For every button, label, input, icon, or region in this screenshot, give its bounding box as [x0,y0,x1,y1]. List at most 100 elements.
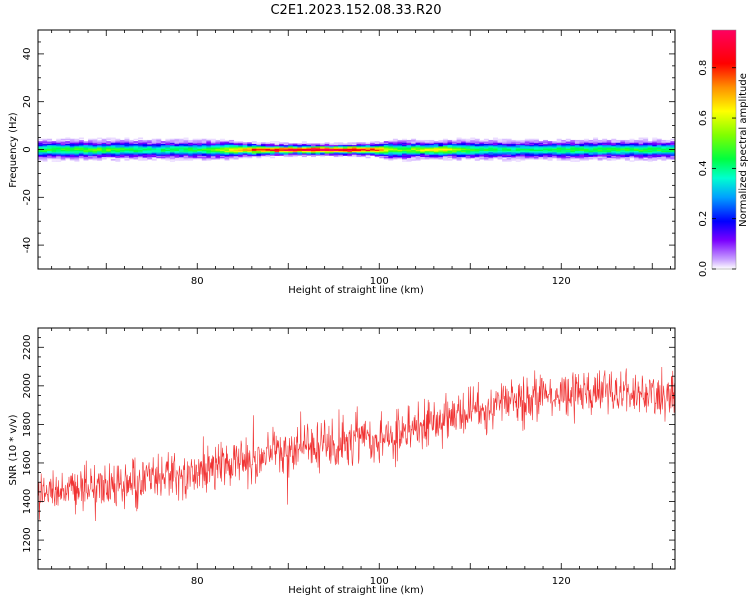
spectrogram-cell [538,153,544,155]
spectrogram-cell [452,139,457,142]
spectrogram-cell [429,149,435,152]
spectrogram-cell [447,143,453,146]
spectrogram-cell [333,144,339,147]
spectrogram-cell [356,145,362,148]
spectrogram-cell [192,144,198,147]
spectrogram-cell [370,149,376,152]
spectrogram-cell [42,160,48,162]
spectrogram-cell [565,139,571,142]
spectrogram-cell [160,148,166,150]
spectrogram-cell [529,144,535,147]
spectrogram-cell [552,150,558,153]
spectrogram-cell [620,155,626,158]
spectrogram-cell [238,141,244,143]
spectrogram-cell [274,149,280,152]
spectrogram-cell [515,155,521,158]
spectrogram-cell [47,150,53,153]
spectrogram-cell [370,153,376,155]
spectrogram-cell [624,155,630,158]
spectrogram-cell [556,139,562,142]
spectrogram-cell [652,143,658,146]
spectrogram-cell [547,144,553,147]
spectrogram-cell [402,149,407,152]
spectrogram-cell [92,159,98,161]
spectrogram-cell [588,147,594,149]
spectrogram-cell [83,145,89,148]
spectrogram-cell [374,155,380,158]
spectrogram-cell [233,143,239,146]
spectrogram-cell [115,154,121,156]
spectrogram-cell [97,141,103,143]
spectrogram-cell [606,149,612,152]
spectrogram-cell [574,155,580,158]
spectrogram-cell [361,147,366,149]
spectrogram-cell [92,142,98,144]
spectrogram-cell [411,144,417,147]
spectrogram-cell [624,139,630,142]
spectrogram-cell [488,148,494,150]
spectrogram-cell [188,141,194,143]
spectrogram-cell [383,141,389,143]
spectrogram-cell [97,145,103,148]
spectrogram-cell [524,141,530,143]
spectrogram-cell [606,155,612,158]
spectrogram-cell [274,143,280,146]
spectrogram-cell [420,145,426,148]
spectrogram-cell [538,151,544,154]
spectrogram-cell [361,145,366,148]
spectrogram-cell [593,142,599,144]
spectrogram-cell [151,143,157,146]
spectrogram-cell [638,142,644,144]
spectrogram-cell [442,147,448,149]
spectrogram-cell [502,154,508,156]
spectrogram-cell [397,149,403,152]
spectrogram-cell [260,143,266,146]
spectrogram-cell [206,138,212,141]
spectrogram-cell [397,145,403,148]
spectrogram-cell [201,141,207,143]
spectrogram-cell [488,156,494,159]
spectrogram-cell [461,145,467,148]
spectrogram-cell [165,139,171,142]
spectrogram-cell [206,151,212,154]
spectrogram-cell [320,143,326,146]
spectrogram-cell [78,151,84,154]
spectrogram-cell [661,139,667,142]
spectrogram-cell [488,142,494,144]
spectrogram-cell [574,151,580,154]
spectrogram-cell [251,143,257,146]
spectrogram-cell [69,142,75,144]
spectrogram-cell [179,144,184,147]
spectrogram-cell [656,155,662,158]
spectrogram-cell [452,151,457,154]
spectrogram-cell [201,143,207,146]
spectrogram-cell [483,156,489,159]
spectrogram-cell [197,139,203,142]
spectrogram-cell [620,143,626,146]
spectrogram-cell [60,154,66,156]
spectrogram-cell [602,138,608,141]
spectrogram-cell [210,141,216,143]
spectrogram-cell [129,151,134,154]
spectrogram-cell [83,151,89,154]
spectrogram-cell [174,147,180,149]
spectrogram-cell [347,142,353,144]
spectrogram-cell [65,142,71,144]
spectrogram-cell [483,139,489,142]
spectrogram-cell [197,154,203,156]
spectrogram-cell [388,153,394,155]
spectrogram-cell [38,155,43,158]
spectrogram-cell [452,148,457,150]
spectrogram-cell [415,145,421,148]
spectrogram-cell [584,139,589,142]
spectrogram-cell [279,149,285,152]
spectrogram-cell [620,156,626,159]
spectrogram-cell [661,148,667,150]
spectrogram-cell [238,144,244,147]
spectrogram-cell [488,159,494,161]
spectrogram-cell [629,149,635,152]
spectrogram-cell [515,144,521,147]
spectrogram-cell [506,139,512,142]
spectrogram-cell [165,142,171,144]
spectrogram-cell [65,137,71,140]
